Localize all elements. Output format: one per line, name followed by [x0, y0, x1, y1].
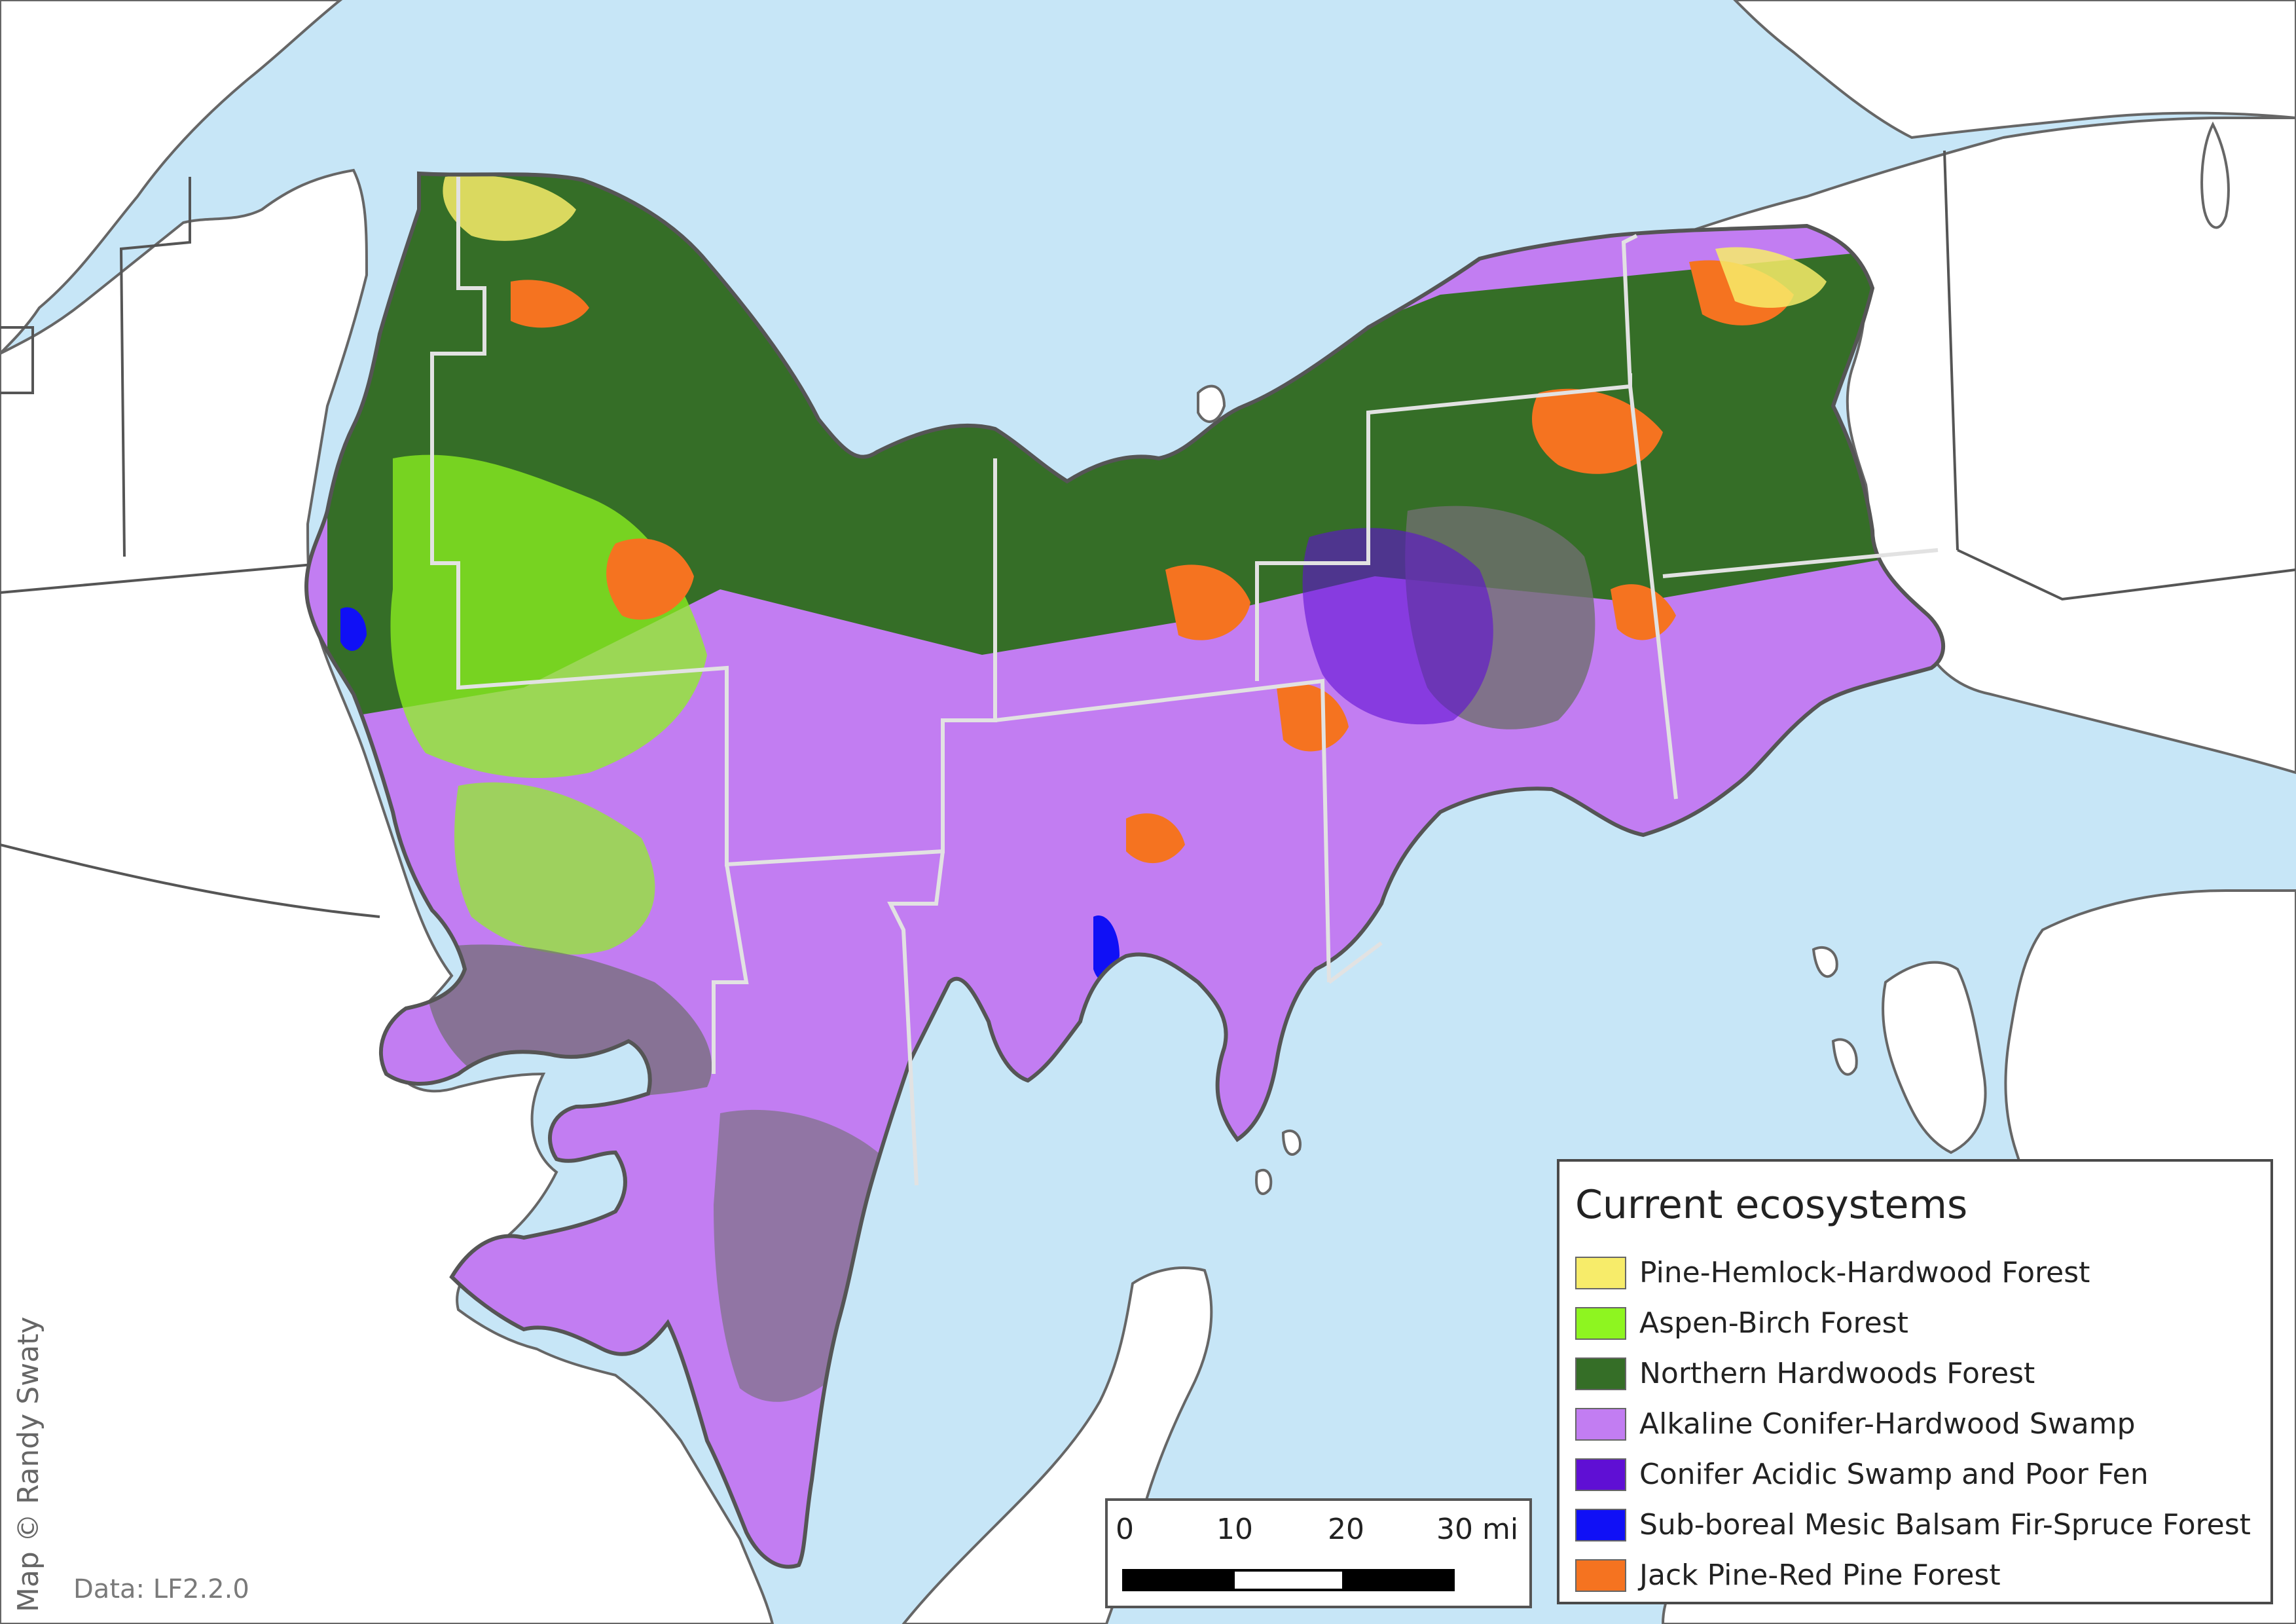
scale-tick-label: 30 mi — [1436, 1513, 1519, 1546]
legend-label: Jack Pine-Red Pine Forest — [1639, 1559, 2001, 1592]
legend-item-pine-hemlock-hardwood: Pine-Hemlock-Hardwood Forest — [1575, 1255, 2090, 1291]
legend-swatch — [1575, 1559, 1626, 1592]
legend-item-aspen-birch: Aspen-Birch Forest — [1575, 1305, 1908, 1342]
scale-segment-white — [1232, 1569, 1345, 1591]
legend-item-conifer-acidic-swamp: Conifer Acidic Swamp and Poor Fen — [1575, 1456, 2149, 1493]
islands — [1197, 384, 1858, 1195]
land-peninsula-east — [1882, 961, 1987, 1154]
study-area-boundary — [304, 171, 1945, 1569]
legend-swatch — [1575, 1257, 1626, 1289]
scale-tick-label: 0 — [1116, 1513, 1134, 1546]
legend-swatch — [1575, 1408, 1626, 1441]
legend-label: Northern Hardwoods Forest — [1639, 1357, 2035, 1390]
outer-county-lines — [0, 150, 2296, 918]
scale-segment-black — [1122, 1569, 1235, 1591]
internal-county-lines — [430, 177, 1939, 1186]
land-mass-west — [0, 0, 343, 356]
legend-panel: Current ecosystems Pine-Hemlock-Hardwood… — [1557, 1159, 2273, 1604]
legend-item-alkaline-conifer-swamp: Alkaline Conifer-Hardwood Swamp — [1575, 1406, 2136, 1443]
scale-segment-black — [1342, 1569, 1455, 1591]
legend-label: Conifer Acidic Swamp and Poor Fen — [1639, 1458, 2149, 1491]
legend-swatch — [1575, 1509, 1626, 1541]
legend-swatch — [1575, 1357, 1626, 1390]
land-mass-north — [1733, 0, 2296, 139]
legend-swatch — [1575, 1307, 1626, 1340]
legend-label: Aspen-Birch Forest — [1639, 1306, 1908, 1340]
legend-label: Alkaline Conifer-Hardwood Swamp — [1639, 1407, 2136, 1441]
legend-item-jack-pine-red-pine: Jack Pine-Red Pine Forest — [1575, 1557, 2001, 1594]
legend-label: Sub-boreal Mesic Balsam Fir-Spruce Fores… — [1639, 1508, 2251, 1541]
land-island-north — [2200, 121, 2230, 229]
legend-label: Pine-Hemlock-Hardwood Forest — [1639, 1256, 2090, 1289]
land-mass-west-lower — [0, 168, 774, 1624]
legend-item-sub-boreal-fir-spruce: Sub-boreal Mesic Balsam Fir-Spruce Fores… — [1575, 1507, 2251, 1543]
legend-title: Current ecosystems — [1575, 1182, 1968, 1228]
scale-bar: 0 10 20 30 mi — [1105, 1498, 1532, 1608]
scale-tick-label: 20 — [1328, 1513, 1364, 1546]
legend-swatch — [1575, 1458, 1626, 1491]
scale-tick-label: 10 — [1216, 1513, 1253, 1546]
map-credit: Map © Randy Swaty — [12, 1316, 45, 1612]
land-mass-east — [1675, 117, 2296, 775]
legend-item-northern-hardwoods: Northern Hardwoods Forest — [1575, 1356, 2035, 1392]
data-source: Data: LF2.2.0 — [73, 1574, 249, 1604]
